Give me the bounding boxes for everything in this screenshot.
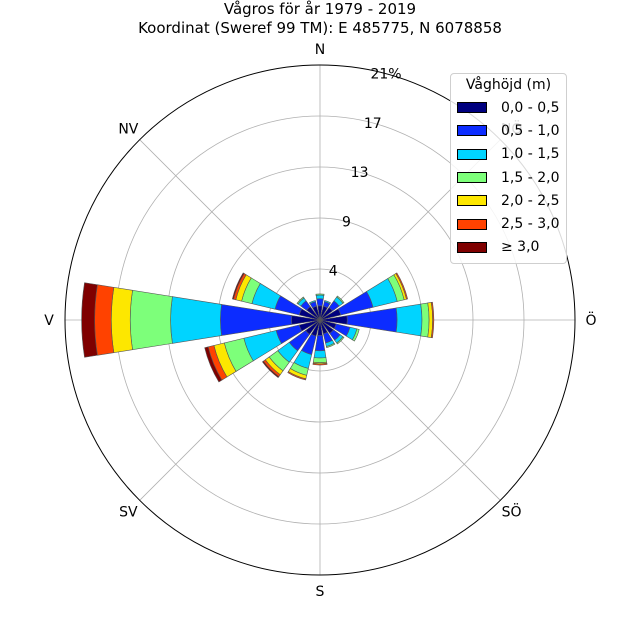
bar-segment bbox=[313, 350, 327, 359]
compass-label: Ö bbox=[585, 311, 596, 329]
bar-segment bbox=[315, 294, 325, 300]
bar-segment bbox=[262, 360, 280, 378]
legend-item: 1,5 - 2,0 bbox=[457, 166, 560, 189]
legend-label: 0,0 - 0,5 bbox=[501, 99, 560, 116]
compass-label: NV bbox=[118, 121, 138, 137]
compass-label: SV bbox=[119, 505, 138, 521]
bar-segment bbox=[395, 303, 423, 337]
rose-bars bbox=[81, 272, 435, 383]
legend-item: 0,0 - 0,5 bbox=[457, 96, 560, 119]
bar-segment bbox=[315, 293, 325, 296]
title-block: Vågros för år 1979 - 2019 Koordinat (Swe… bbox=[0, 0, 640, 38]
compass-label: V bbox=[44, 313, 54, 329]
radial-tick-label: 21% bbox=[370, 67, 401, 83]
bar-segment bbox=[309, 300, 316, 305]
bar-segment bbox=[296, 296, 305, 305]
radial-tick-label: 9 bbox=[342, 214, 351, 230]
legend: Våghöjd (m) 0,0 - 0,5 0,5 - 1,0 1,0 - 1,5 1… bbox=[450, 73, 567, 265]
bar-segment bbox=[314, 334, 326, 352]
compass-label: N bbox=[315, 42, 325, 58]
bar-segment bbox=[129, 289, 173, 351]
bar-segment bbox=[326, 342, 336, 349]
legend-swatch bbox=[457, 218, 487, 230]
legend-title: Våghöjd (m) bbox=[465, 77, 552, 93]
legend-swatch bbox=[457, 195, 487, 207]
legend-swatch bbox=[457, 102, 487, 114]
chart-title: Vågros för år 1979 - 2019 bbox=[223, 0, 417, 18]
legend-swatch bbox=[457, 148, 487, 160]
bar-segment bbox=[170, 296, 222, 344]
spoke-gridline bbox=[319, 319, 501, 501]
bar-segment bbox=[336, 295, 345, 304]
bar-segment bbox=[312, 362, 328, 366]
polar-frame bbox=[64, 64, 576, 576]
radial-tick-label: 13 bbox=[351, 165, 369, 181]
legend-label: 1,5 - 2,0 bbox=[501, 169, 560, 186]
bar-segment bbox=[324, 300, 331, 305]
bar-segment bbox=[94, 284, 115, 356]
legend-item: 1,0 - 1,5 bbox=[457, 143, 560, 166]
bar-segment bbox=[336, 336, 345, 345]
legend-swatch bbox=[457, 172, 487, 184]
legend-item: ≥ 3,0 bbox=[457, 236, 560, 259]
bar-segment bbox=[430, 301, 435, 339]
legend-rows: 0,0 - 0,5 0,5 - 1,0 1,0 - 1,5 1,5 - 2,0 2,0 … bbox=[457, 96, 560, 259]
legend-label: 1,0 - 1,5 bbox=[501, 146, 560, 163]
legend-item: 2,5 - 3,0 bbox=[457, 212, 560, 235]
bar-segment bbox=[110, 287, 133, 353]
legend-swatch bbox=[457, 241, 487, 253]
bar-segment bbox=[395, 272, 409, 300]
radial-tick-label: 4 bbox=[329, 264, 338, 280]
chart-subtitle: Koordinat (Sweref 99 TM): E 485775, N 60… bbox=[138, 19, 502, 37]
legend-label: 0,5 - 1,0 bbox=[501, 122, 560, 139]
bar-segment bbox=[204, 346, 223, 383]
bar-segment bbox=[420, 302, 430, 338]
legend-label: ≥ 3,0 bbox=[501, 239, 540, 256]
bar-segment bbox=[312, 357, 328, 363]
spoke-gridline bbox=[139, 139, 321, 321]
legend-label: 2,5 - 3,0 bbox=[501, 216, 560, 233]
bar-segment bbox=[231, 272, 245, 300]
radial-tick-label: 17 bbox=[364, 116, 382, 132]
bar-segment bbox=[81, 282, 98, 358]
compass-label: SÖ bbox=[502, 503, 522, 521]
legend-label: 2,0 - 2,5 bbox=[501, 192, 560, 209]
compass-label: S bbox=[316, 584, 325, 600]
legend-item: 0,5 - 1,0 bbox=[457, 119, 560, 142]
bar-segment bbox=[287, 371, 307, 381]
bar-segment bbox=[351, 328, 360, 342]
bar-segment bbox=[316, 298, 324, 307]
legend-item: 2,0 - 2,5 bbox=[457, 189, 560, 212]
legend-swatch bbox=[457, 125, 487, 137]
